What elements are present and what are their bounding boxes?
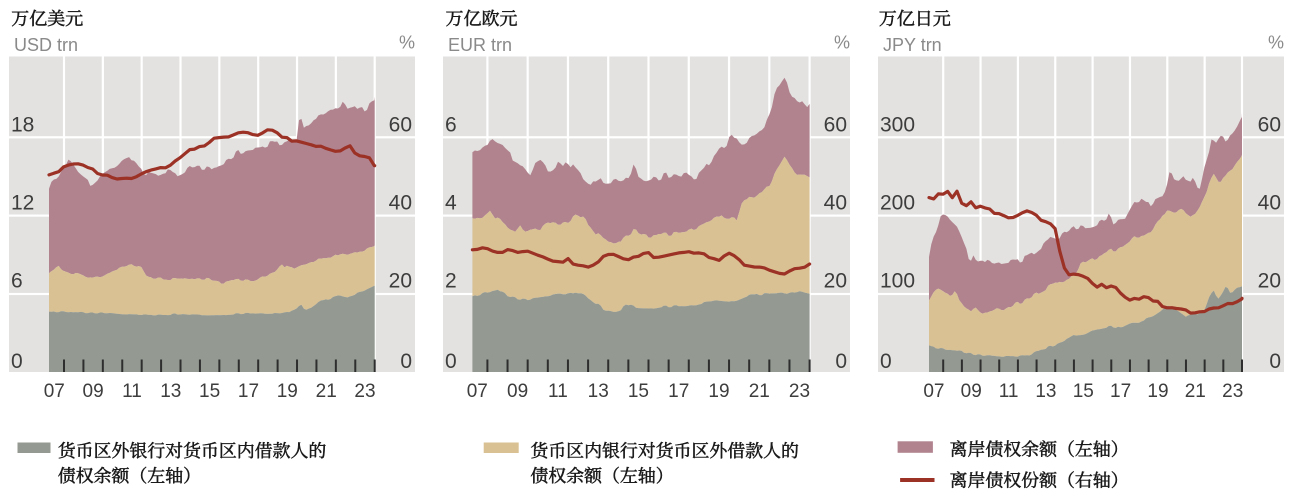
svg-text:300: 300 [880,114,915,137]
svg-text:15: 15 [199,381,220,402]
svg-text:60: 60 [389,114,412,137]
svg-text:60: 60 [1258,114,1281,137]
svg-text:%: % [834,32,850,52]
svg-text:07: 07 [44,381,65,402]
svg-text:23: 23 [354,381,375,402]
svg-text:20: 20 [824,270,847,293]
svg-text:USD trn: USD trn [14,35,78,55]
svg-text:6: 6 [11,270,23,293]
svg-text:100: 100 [880,270,915,293]
svg-text:09: 09 [83,381,104,402]
svg-text:2: 2 [445,270,457,293]
svg-text:0: 0 [400,350,412,373]
svg-text:13: 13 [160,381,181,402]
svg-text:17: 17 [238,381,259,402]
svg-text:18: 18 [11,114,34,137]
svg-text:21: 21 [1185,381,1206,402]
svg-text:EUR trn: EUR trn [448,35,512,55]
svg-text:0: 0 [445,350,457,373]
svg-text:13: 13 [1035,381,1056,402]
svg-text:JPY trn: JPY trn [883,35,942,55]
svg-text:4: 4 [445,192,457,215]
svg-text:15: 15 [1073,381,1094,402]
svg-text:0: 0 [880,350,892,373]
svg-text:40: 40 [1258,192,1281,215]
svg-text:40: 40 [824,192,847,215]
svg-text:21: 21 [316,381,337,402]
svg-text:23: 23 [1222,381,1243,402]
svg-text:07: 07 [467,381,488,402]
svg-text:12: 12 [11,192,34,215]
svg-text:09: 09 [961,381,982,402]
svg-text:11: 11 [548,381,568,402]
svg-text:0: 0 [1269,350,1281,373]
svg-text:60: 60 [824,114,847,137]
svg-text:23: 23 [789,381,810,402]
svg-text:11: 11 [999,381,1019,402]
svg-text:%: % [1268,32,1284,52]
svg-text:6: 6 [445,114,457,137]
svg-text:21: 21 [749,381,770,402]
svg-text:19: 19 [1147,381,1168,402]
svg-text:0: 0 [11,350,23,373]
svg-text:19: 19 [708,381,729,402]
svg-text:09: 09 [507,381,528,402]
svg-text:0: 0 [835,350,847,373]
svg-text:17: 17 [1110,381,1131,402]
svg-text:07: 07 [923,381,944,402]
svg-text:%: % [399,32,415,52]
svg-text:15: 15 [628,381,649,402]
svg-text:13: 13 [588,381,609,402]
svg-text:200: 200 [880,192,915,215]
svg-text:40: 40 [389,192,412,215]
svg-text:20: 20 [1258,270,1281,293]
svg-text:20: 20 [389,270,412,293]
svg-text:17: 17 [668,381,689,402]
svg-text:11: 11 [122,381,142,402]
svg-text:19: 19 [277,381,298,402]
